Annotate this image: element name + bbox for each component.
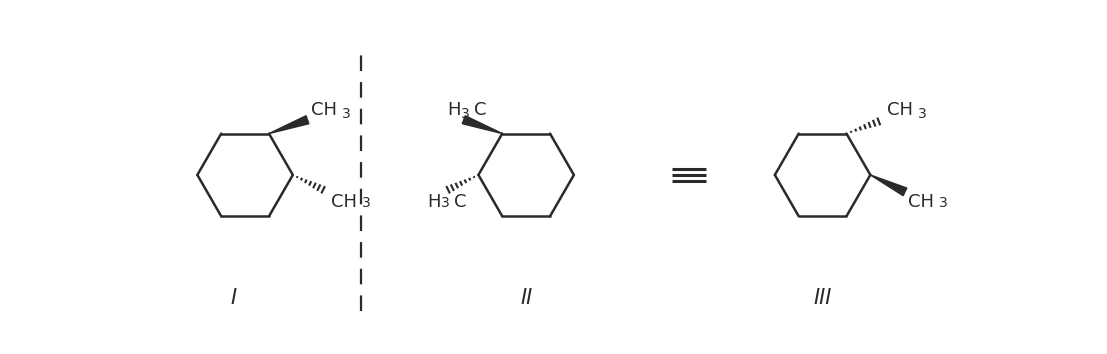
Text: 3: 3 [362,196,371,210]
Text: 3: 3 [939,196,948,210]
Text: CH: CH [331,193,356,211]
Text: III: III [814,288,831,308]
Text: H: H [427,193,441,211]
Text: CH: CH [908,193,934,211]
Text: CH: CH [887,101,912,119]
Text: C: C [474,101,487,119]
Text: II: II [520,288,532,308]
Text: 3: 3 [342,107,350,121]
Polygon shape [269,116,309,133]
Text: 3: 3 [918,107,927,121]
Text: I: I [230,288,237,308]
Polygon shape [463,116,503,133]
Polygon shape [870,175,907,196]
Text: C: C [454,193,466,211]
Text: 3: 3 [462,107,469,121]
Text: CH: CH [311,101,337,119]
Text: H: H [447,101,461,119]
Text: 3: 3 [441,196,449,210]
